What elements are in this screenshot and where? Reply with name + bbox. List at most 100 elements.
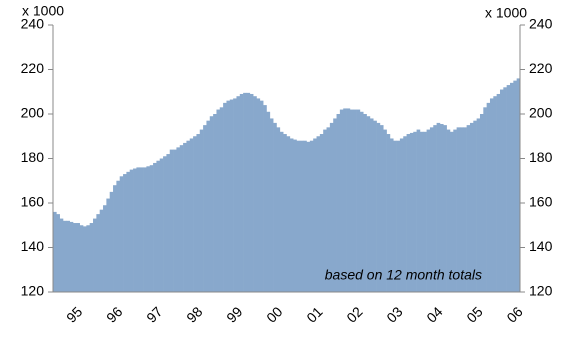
bar (59, 218, 64, 292)
bar (286, 136, 291, 292)
bar (139, 167, 144, 292)
bar (373, 120, 377, 292)
bar (329, 122, 334, 293)
bar (193, 136, 197, 292)
bar (466, 125, 471, 292)
bar (473, 120, 477, 292)
bar (126, 171, 131, 292)
bar (219, 107, 224, 292)
y2-tick-label: 160 (529, 194, 553, 210)
bar (113, 185, 117, 292)
bar (393, 140, 397, 292)
bar (83, 226, 87, 292)
bar (453, 129, 457, 292)
bar (483, 107, 487, 292)
bar (343, 108, 347, 292)
bar (56, 214, 60, 292)
y-tick-label: 180 (21, 149, 45, 165)
bar (379, 125, 384, 292)
y2-tick-label: 220 (529, 60, 553, 76)
bar (459, 127, 464, 292)
bar (446, 129, 451, 292)
bar (426, 129, 431, 292)
bar (469, 122, 474, 293)
bar (179, 145, 184, 292)
y-tick-label: 160 (21, 194, 45, 210)
x-tick-label: 98 (183, 303, 205, 325)
bar (349, 109, 354, 292)
bar (456, 127, 461, 292)
bar (69, 221, 74, 292)
bar (186, 140, 191, 292)
bar (149, 165, 154, 292)
bar (333, 118, 337, 292)
bar (309, 140, 314, 292)
bar (293, 139, 297, 292)
bar (423, 131, 427, 292)
x-tick-label: 96 (103, 303, 125, 325)
x-tick-label: 95 (63, 303, 85, 325)
x-tick-label: 01 (303, 303, 325, 325)
bar (313, 138, 317, 292)
y-tick-label: 120 (21, 283, 45, 299)
bar (359, 111, 364, 293)
x-tick-label: 06 (503, 303, 525, 325)
bar (413, 131, 417, 292)
bar (289, 138, 294, 292)
bar (276, 127, 281, 292)
bar (136, 167, 141, 292)
bar (463, 127, 467, 292)
bar (493, 96, 497, 292)
bar (279, 131, 284, 292)
bar (183, 142, 187, 292)
bar (516, 78, 521, 293)
bar (143, 167, 147, 292)
bar (319, 134, 324, 292)
bar (443, 125, 447, 292)
x-tick-label: 97 (143, 303, 165, 325)
bar (116, 180, 121, 292)
bar (513, 80, 517, 292)
y-tick-label: 220 (21, 60, 45, 76)
bar (223, 102, 227, 292)
bar (66, 220, 70, 292)
bar (203, 125, 207, 292)
bar (173, 149, 177, 292)
y-tick-label: 200 (21, 105, 45, 121)
bar (253, 96, 257, 292)
bar (259, 100, 264, 293)
bar (476, 118, 481, 292)
y-tick-label: 140 (21, 238, 45, 254)
bar (129, 169, 134, 292)
bar (163, 156, 167, 292)
bar (436, 122, 441, 293)
x-tick-label: 03 (383, 303, 405, 325)
bar (86, 225, 90, 292)
bar (153, 162, 157, 292)
y2-tick-label: 140 (529, 238, 553, 254)
bar (239, 93, 244, 292)
bar (233, 98, 237, 292)
bar (243, 92, 247, 292)
bar (73, 223, 77, 292)
bar (266, 111, 271, 293)
bar (409, 132, 414, 292)
bar (196, 134, 201, 292)
bar (353, 109, 357, 292)
bar (273, 122, 277, 293)
y-tick-label: 240 (21, 16, 45, 32)
bar (263, 105, 267, 292)
bar (496, 93, 501, 292)
bar (479, 114, 484, 292)
bar (499, 89, 504, 293)
x-tick-label: 00 (263, 303, 285, 325)
y2-tick-label: 120 (529, 283, 553, 299)
bar (506, 85, 511, 292)
bar (406, 134, 411, 292)
bar (323, 129, 327, 292)
x-tick-label: 02 (343, 303, 365, 325)
bar (53, 211, 57, 292)
bar (246, 92, 251, 292)
bar (76, 223, 80, 292)
